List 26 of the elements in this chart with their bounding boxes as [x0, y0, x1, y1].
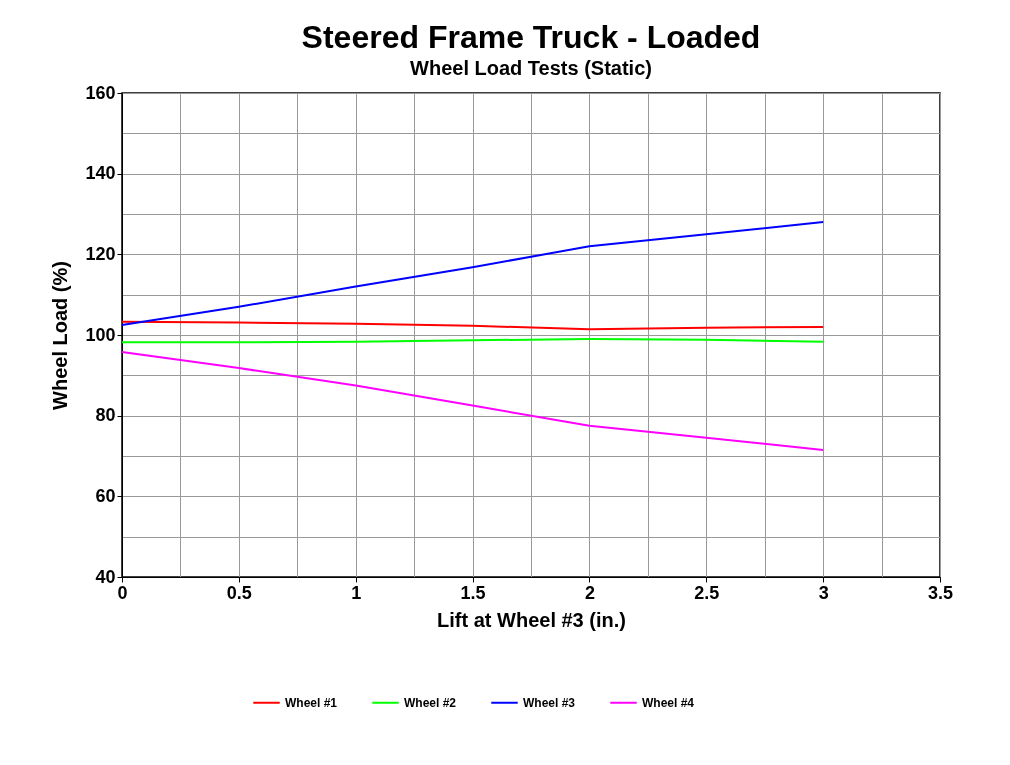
x-tick-label: 3 — [818, 582, 829, 603]
y-tick-label: 60 — [95, 485, 116, 506]
legend-label: Wheel #3 — [523, 695, 576, 710]
line-series — [121, 221, 825, 326]
y-tick-label: 160 — [85, 82, 116, 103]
x-axis-title: Lift at Wheel #3 (in.) — [437, 608, 626, 631]
legend-label: Wheel #1 — [285, 695, 338, 710]
x-tick-label: 0.5 — [226, 582, 252, 603]
line-series — [121, 320, 825, 331]
legend-label: Wheel #2 — [404, 695, 457, 710]
chart-subtitle: Wheel Load Tests (Static) — [410, 57, 652, 79]
x-tick-label: 0 — [117, 582, 128, 603]
y-axis-title: Wheel Load (%) — [49, 261, 72, 410]
y-tick-label: 140 — [85, 163, 116, 184]
x-tick-label: 2.5 — [694, 582, 720, 603]
y-tick-label: 40 — [95, 566, 116, 587]
y-tick-label: 120 — [85, 243, 116, 264]
chart-title: Steered Frame Truck - Loaded — [301, 19, 761, 55]
x-tick-label: 3.5 — [927, 582, 954, 603]
x-tick-label: 1.5 — [460, 582, 486, 603]
y-tick-label: 80 — [95, 405, 116, 426]
x-tick-label: 1 — [351, 582, 362, 603]
legend-label: Wheel #4 — [642, 695, 695, 710]
line-series — [121, 350, 825, 451]
y-tick-label: 100 — [85, 324, 116, 345]
x-tick-label: 2 — [584, 582, 595, 603]
